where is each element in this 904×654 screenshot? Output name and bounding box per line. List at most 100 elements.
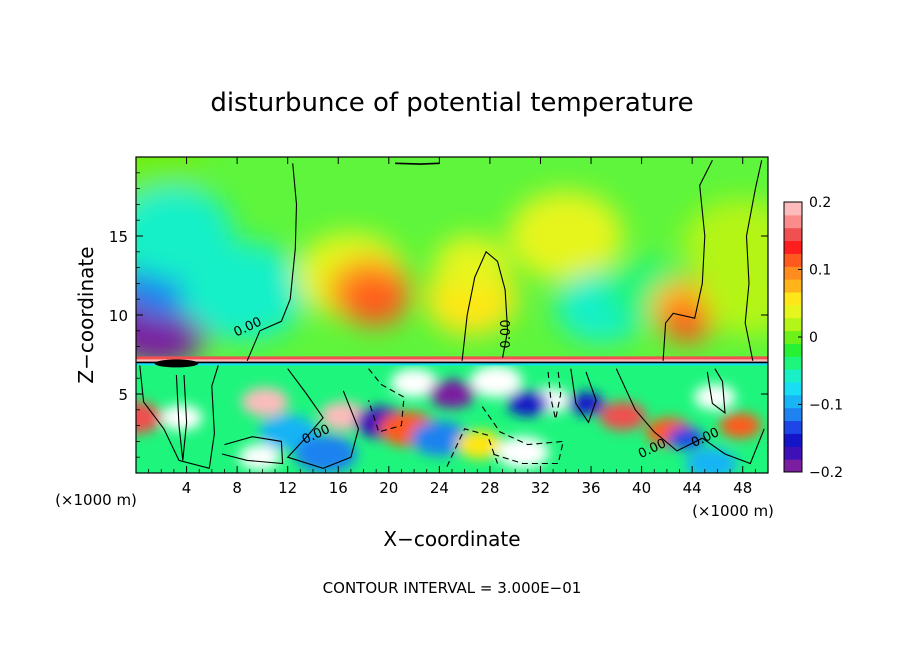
colorbar-level-17	[784, 240, 802, 254]
contour-lower-cell-2	[368, 368, 405, 433]
lower-region-18	[599, 401, 647, 431]
upper-layer	[136, 157, 768, 361]
x-tick-label-4: 20	[379, 479, 398, 497]
colorbar-level-15	[784, 266, 802, 280]
colorbar-level-9	[784, 343, 802, 357]
lower-region-14	[496, 436, 549, 469]
upper-region-9	[434, 235, 508, 294]
colorbar: 0.2 0.1 0 −0.1 −0.2	[783, 195, 843, 481]
colorbar-level-20	[784, 202, 802, 216]
lower-region-11	[428, 379, 476, 409]
inversion-dark-patch	[154, 359, 199, 368]
colorbar-level-6	[784, 382, 802, 396]
inversion-layer	[136, 356, 768, 368]
contour-lower-wiggle	[286, 368, 360, 469]
lower-region-12	[410, 420, 468, 456]
x-tick-label-7: 32	[531, 479, 550, 497]
x-tick-label-10: 44	[683, 479, 702, 497]
colorbar-label-4: −0.2	[809, 465, 843, 481]
colorbar-label-1: 0.1	[809, 263, 831, 279]
x-tick-label-5: 24	[430, 479, 449, 497]
colorbar-level-12	[784, 304, 802, 319]
inversion-cold-band	[136, 362, 768, 366]
contour-zero-far-right	[744, 160, 763, 361]
lower-region-3	[239, 444, 281, 471]
lower-region-22	[719, 412, 761, 439]
lower-blobs	[136, 365, 761, 473]
x-tick-label-9: 40	[632, 479, 651, 497]
lower-region-23	[685, 447, 738, 473]
lower-region-1	[160, 404, 203, 431]
colorbar-level-1	[784, 446, 802, 460]
x-tick-label-6: 28	[480, 479, 499, 497]
colorbar-level-13	[784, 292, 802, 306]
x-tick-label-0: 4	[182, 479, 192, 497]
lower-region-13	[456, 430, 504, 459]
lower-region-6	[319, 401, 367, 431]
upper-region-14	[661, 303, 713, 343]
x-tick-label-1: 8	[232, 479, 242, 497]
colorbar-level-4	[784, 407, 802, 422]
upper-region-10	[508, 191, 624, 281]
contour-lines	[139, 159, 765, 469]
colorbar-label-0: 0.2	[809, 195, 831, 211]
x-tick-label-3: 16	[329, 479, 348, 497]
lower-region-9	[390, 368, 438, 398]
colorbar-level-18	[784, 227, 802, 242]
lower-layer	[136, 361, 768, 473]
x-tick-label-11: 48	[733, 479, 752, 497]
contour-lower-cell-3	[446, 428, 499, 467]
x-axis-label: X−coordinate	[383, 527, 520, 551]
colorbar-level-5	[784, 394, 802, 409]
contour-lower-cell-7	[706, 368, 726, 415]
colorbar-level-2	[784, 433, 802, 447]
colorbar-label-3: −0.1	[809, 398, 843, 414]
contour-lower-right	[615, 368, 765, 465]
lower-region-4	[259, 414, 317, 450]
chart-title: disturbunce of potential temperature	[210, 88, 693, 118]
contour-lower-cell-5	[547, 371, 562, 420]
colorbar-level-11	[784, 317, 802, 332]
colorbar-level-8	[784, 356, 802, 370]
colorbar-level-19	[784, 214, 802, 229]
y-axis-label: Z−coordinate	[74, 246, 98, 383]
colorbar-level-10	[784, 330, 802, 344]
upper-region-4	[180, 241, 307, 341]
x-unit-left: (×1000 m)	[55, 491, 137, 509]
contour-lower-left	[139, 365, 219, 469]
contour-zero-center	[461, 250, 509, 361]
lower-region-21	[694, 384, 736, 410]
colorbar-level-14	[784, 279, 802, 293]
contour-zero-left	[246, 163, 298, 362]
contour-interval: CONTOUR INTERVAL = 3.000E−01	[323, 579, 582, 597]
upper-region-16	[703, 263, 768, 336]
y-tick-label-0: 5	[118, 386, 128, 404]
contour-lower-cell-6	[570, 368, 597, 424]
lower-region-5	[294, 434, 357, 473]
lower-region-0	[136, 401, 162, 434]
lower-region-16	[507, 390, 549, 417]
colorbar-label-2: 0	[809, 330, 818, 346]
y-tick-label-2: 15	[109, 228, 128, 246]
x-unit-right: (×1000 m)	[692, 502, 774, 520]
colorbar-level-7	[784, 369, 802, 383]
contour-label-1: 0.00	[499, 319, 514, 348]
lower-region-2	[241, 387, 289, 417]
inversion-core-band	[136, 359, 768, 363]
contour-top	[395, 162, 440, 165]
y-tick-label-1: 10	[109, 307, 128, 325]
upper-region-7	[346, 278, 407, 326]
upper-blobs	[136, 157, 768, 361]
contour-lower-cell-8	[175, 374, 188, 461]
colorbar-level-3	[784, 420, 802, 434]
lower-region-17	[567, 392, 605, 415]
lower-region-20	[667, 427, 705, 450]
contour-lower-cell-1	[221, 436, 284, 465]
contour-lower-cell-4	[481, 406, 564, 465]
x-tick-label-2: 12	[278, 479, 297, 497]
contour-zero-right	[662, 159, 713, 361]
lower-region-10	[470, 365, 523, 398]
plot-area: 0.00 0.000.000.00 0.00	[135, 156, 769, 474]
